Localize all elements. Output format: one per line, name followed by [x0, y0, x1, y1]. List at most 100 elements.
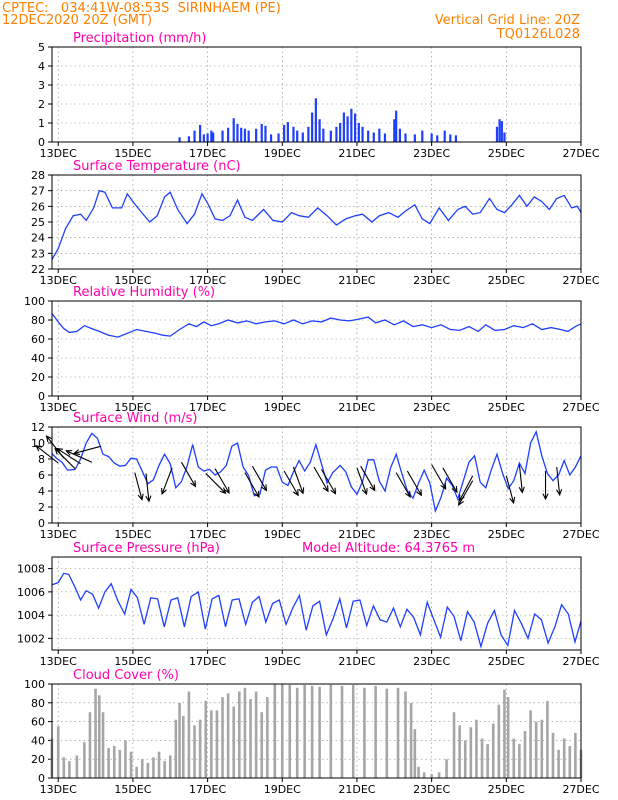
precipitation-bar [187, 136, 191, 142]
precipitation-bar [247, 130, 250, 142]
x-tick-label: 13DEC [40, 401, 77, 414]
precipitation-bar [178, 137, 181, 142]
y-tick-label: 0 [38, 772, 45, 785]
panel-cloud-cover: 0 20 40 60 80 100 13DEC 15DEC 17DEC 19DEC 21DEC 23D… [24, 668, 600, 796]
y-tick-label: 10 [31, 437, 45, 450]
panel-frame [51, 174, 582, 270]
x-tick-label: 21DEC [338, 783, 375, 796]
precipitation-bar [413, 134, 416, 142]
y-tick-label: 0 [38, 136, 45, 149]
precipitation-bar [193, 130, 196, 142]
y-tick-label: 25 [31, 216, 45, 229]
cloud-cover-bar [540, 719, 544, 778]
wind-arrow [205, 473, 226, 494]
precipitation-bar [443, 130, 446, 142]
precipitation-bar [350, 108, 353, 142]
x-tick-label: 17DEC [189, 528, 226, 541]
precipitation-bar [311, 112, 314, 142]
x-tick-label: 27DEC [562, 147, 599, 160]
y-tick-label: 28 [31, 169, 45, 182]
cloud-cover-bar [518, 744, 521, 778]
cloud-cover-bar [503, 689, 506, 778]
precipitation-bar [283, 124, 286, 142]
precipitation-bar [236, 123, 239, 142]
cloud-cover-bar [112, 746, 116, 778]
panel-title: Relative Humidity (%) [73, 285, 215, 300]
cloud-cover-bar [210, 710, 213, 778]
x-tick-label: 13DEC [40, 655, 77, 668]
header-grid-note: Vertical Grid Line: 20Z [435, 13, 580, 28]
cloud-cover-bar [157, 751, 161, 778]
cloud-cover-bar [174, 719, 178, 778]
x-tick-label: 21DEC [338, 274, 375, 287]
y-tick-label: 1008 [17, 563, 45, 576]
cloud-cover-bar [363, 687, 366, 778]
precipitation-bar [395, 110, 398, 142]
wind-arrow [556, 466, 561, 495]
x-tick-label: 13DEC [40, 528, 77, 541]
y-tick-label: 80 [31, 697, 45, 710]
cloud-cover-bar [491, 723, 495, 778]
x-tick-label: 27DEC [562, 783, 599, 796]
precipitation-bar [292, 126, 295, 142]
cloud-cover-bar [187, 691, 191, 778]
precipitation-bar [495, 126, 499, 142]
cloud-cover-bar [557, 749, 560, 778]
wind-arrow-head [458, 498, 464, 506]
header-run-time: 12DEC2020 20Z (GMT) [2, 13, 152, 28]
precipitation-bar [449, 134, 452, 142]
y-tick-label: 4 [38, 60, 45, 73]
cloud-cover-bar [430, 774, 433, 778]
cloud-cover-bar [124, 740, 127, 778]
x-tick-label: 17DEC [189, 147, 226, 160]
wind-arrow-head [369, 484, 376, 492]
x-tick-label: 19DEC [264, 274, 301, 287]
y-tick-label: 27 [31, 185, 45, 198]
cloud-cover-bar [101, 712, 105, 778]
panel-title: Cloud Cover (%) [73, 668, 179, 683]
wind-arrow [395, 472, 411, 498]
cloud-cover-bar [62, 757, 66, 778]
cloud-cover-bar [480, 738, 484, 778]
precipitation-bar [322, 128, 325, 142]
y-tick-label: 8 [38, 453, 45, 466]
cloud-cover-bar [238, 691, 241, 778]
cloud-cover-bar [512, 738, 516, 778]
cloud-cover-bar [374, 685, 377, 778]
x-tick-label: 19DEC [264, 401, 301, 414]
wind-arrow-head [298, 487, 305, 495]
x-tick-label: 17DEC [189, 783, 226, 796]
cloud-cover-bar [232, 706, 236, 778]
precipitation-bar [296, 130, 299, 142]
wind-arrow [283, 470, 299, 496]
cloud-cover-bar [310, 685, 314, 778]
wind-arrow-head [404, 490, 411, 498]
y-tick-label: 1006 [17, 586, 45, 599]
panel-frame [51, 300, 582, 397]
precipitation-bar [503, 132, 506, 142]
precipitation-bar [243, 128, 247, 142]
wind-arrow-head [261, 484, 268, 492]
wind-arrow [292, 466, 304, 494]
wind-arrow [161, 467, 173, 495]
panel-surface-pressure: 1002 1004 1006 1008 13DEC 15DEC 17DEC 19DEC 21DE… [17, 541, 600, 668]
cloud-cover-bar [529, 710, 532, 778]
cloud-cover-bar [129, 751, 133, 778]
cloud-cover-bar [396, 687, 400, 778]
y-tick-label: 80 [31, 314, 45, 327]
precipitation-bar [301, 132, 304, 142]
y-tick-label: 1004 [17, 609, 45, 622]
x-tick-label: 19DEC [264, 147, 301, 160]
panel-title: Surface Wind (m/s) [73, 411, 197, 426]
y-tick-label: 4 [38, 485, 45, 498]
wind-arrow-head [145, 495, 152, 503]
panel-surface-wind: 0 2 4 6 8 10 12 13DEC 15DEC 17DEC 19DEC 21DEC 23DEC 2… [31, 411, 600, 541]
cloud-cover-bar [226, 693, 230, 778]
precipitation-bar [232, 118, 235, 142]
precipitation-bar [260, 123, 263, 142]
x-tick-label: 17DEC [189, 274, 226, 287]
precipitation-bar [378, 128, 381, 142]
y-tick-label: 2 [38, 98, 45, 111]
cloud-cover-bar [249, 699, 252, 778]
precipitation-bar [454, 135, 458, 142]
